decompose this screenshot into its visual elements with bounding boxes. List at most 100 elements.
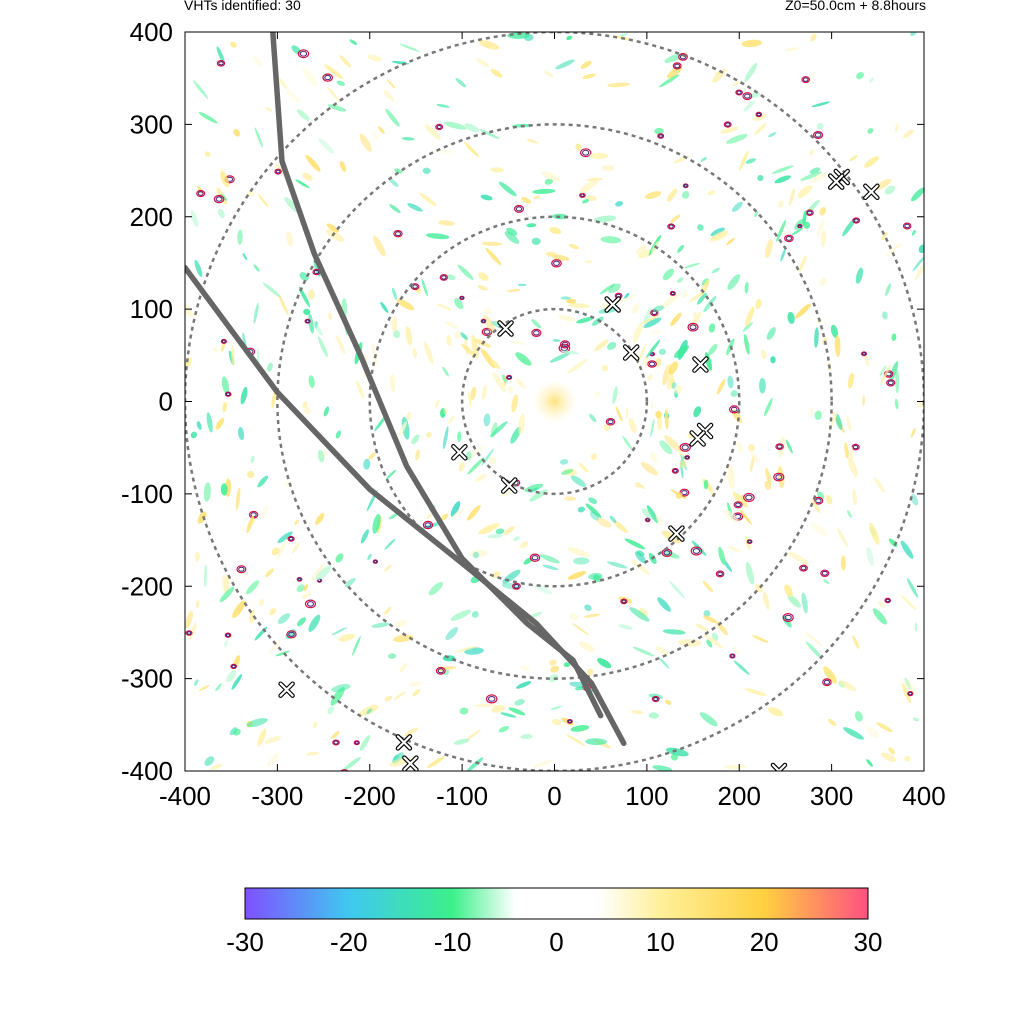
field-speckle bbox=[308, 313, 314, 334]
vorticity-contour bbox=[852, 217, 861, 224]
field-speckle bbox=[900, 594, 917, 611]
field-speckle bbox=[371, 342, 378, 366]
field-speckle bbox=[385, 469, 397, 480]
field-speckle bbox=[317, 336, 328, 358]
field-speckle bbox=[703, 479, 709, 490]
vht-marker-fill bbox=[624, 345, 639, 360]
field-speckle bbox=[422, 167, 431, 175]
vorticity-contour-inner bbox=[815, 498, 822, 504]
field-speckle bbox=[640, 462, 658, 476]
vorticity-contour bbox=[296, 576, 303, 582]
field-speckle bbox=[380, 301, 389, 313]
vorticity-contour-inner bbox=[756, 112, 761, 117]
vorticity-contour bbox=[567, 719, 573, 724]
field-speckle bbox=[837, 527, 849, 549]
field-speckle bbox=[257, 475, 268, 488]
field-speckle bbox=[911, 187, 924, 202]
vht-tracks bbox=[185, 32, 627, 747]
center-glow bbox=[532, 379, 577, 424]
field-speckle bbox=[251, 55, 263, 68]
field-speckle bbox=[567, 571, 587, 580]
field-speckle bbox=[204, 151, 211, 157]
vorticity-contour-inner bbox=[717, 571, 723, 577]
field-speckle bbox=[703, 296, 717, 313]
field-speckle bbox=[246, 718, 268, 728]
field-speckle bbox=[514, 699, 525, 706]
field-speckle bbox=[601, 364, 609, 372]
field-speckle bbox=[384, 564, 392, 572]
field-speckle bbox=[809, 149, 815, 156]
field-speckle bbox=[190, 210, 199, 228]
field-speckle bbox=[277, 613, 291, 625]
field-speckle bbox=[901, 682, 911, 704]
field-speckle bbox=[677, 277, 684, 283]
field-speckle bbox=[823, 579, 830, 584]
field-speckle bbox=[866, 546, 874, 566]
field-speckle bbox=[478, 523, 500, 535]
field-speckle bbox=[835, 413, 843, 430]
vorticity-contour bbox=[715, 570, 725, 578]
y-tick-label: 400 bbox=[130, 17, 173, 47]
vorticity-contour-inner bbox=[436, 125, 442, 129]
field-speckle bbox=[197, 511, 207, 524]
field-speckle bbox=[691, 540, 707, 556]
field-speckle bbox=[745, 306, 755, 327]
vorticity-contour bbox=[667, 223, 676, 230]
vht-marker-fill bbox=[498, 321, 513, 336]
field-speckle bbox=[801, 592, 808, 614]
field-speckle bbox=[651, 329, 660, 336]
field-speckle bbox=[253, 302, 259, 324]
vorticity-contour bbox=[185, 630, 193, 636]
field-speckle bbox=[664, 53, 683, 63]
field-speckle bbox=[904, 755, 911, 762]
field-speckle bbox=[730, 390, 738, 397]
x-tick-label: -400 bbox=[159, 781, 211, 811]
field-speckle bbox=[718, 546, 726, 565]
field-speckle bbox=[419, 192, 437, 207]
vorticity-contour-inner bbox=[460, 296, 464, 300]
field-speckle bbox=[424, 341, 434, 365]
vorticity-contour-inner bbox=[297, 577, 302, 581]
field-speckle bbox=[504, 231, 520, 244]
colorbar: -30 -20 -10 0 10 20 30 bbox=[226, 887, 882, 957]
field-speckle bbox=[268, 638, 282, 655]
vorticity-contour-inner bbox=[424, 522, 432, 528]
field-speckle bbox=[215, 417, 225, 430]
field-speckle bbox=[485, 247, 502, 266]
field-speckle bbox=[752, 113, 768, 122]
field-speckle bbox=[596, 517, 612, 528]
field-speckle bbox=[461, 343, 476, 357]
field-speckle bbox=[326, 229, 344, 242]
field-speckle bbox=[586, 668, 594, 676]
field-speckle bbox=[628, 418, 637, 434]
field-speckle bbox=[695, 623, 709, 632]
field-speckle bbox=[294, 519, 300, 526]
vorticity-contour-inner bbox=[215, 196, 223, 202]
field-speckle bbox=[231, 674, 243, 690]
vorticity-contour bbox=[733, 501, 743, 509]
field-speckle bbox=[560, 296, 571, 300]
field-speckle bbox=[269, 607, 276, 616]
vorticity-contour-inner bbox=[673, 468, 678, 473]
vht-marker bbox=[863, 183, 880, 201]
vorticity-contour bbox=[287, 535, 295, 542]
field-speckle bbox=[448, 415, 455, 424]
field-speckle bbox=[371, 622, 390, 628]
field-speckle bbox=[795, 303, 811, 319]
field-speckle bbox=[696, 292, 707, 305]
field-speckle bbox=[303, 308, 311, 316]
field-speckle bbox=[425, 233, 450, 240]
field-speckle bbox=[193, 80, 209, 99]
field-speckle bbox=[579, 641, 595, 652]
field-speckle bbox=[658, 348, 666, 355]
field-speckle bbox=[641, 508, 654, 520]
field-speckle bbox=[454, 645, 478, 653]
field-speckle bbox=[450, 609, 472, 621]
field-speckle bbox=[654, 127, 664, 135]
field-speckle bbox=[479, 129, 500, 139]
y-tick-label: 200 bbox=[130, 202, 173, 232]
field-speckle bbox=[635, 482, 642, 488]
field-speckle bbox=[560, 350, 579, 355]
field-speckle bbox=[336, 80, 346, 86]
